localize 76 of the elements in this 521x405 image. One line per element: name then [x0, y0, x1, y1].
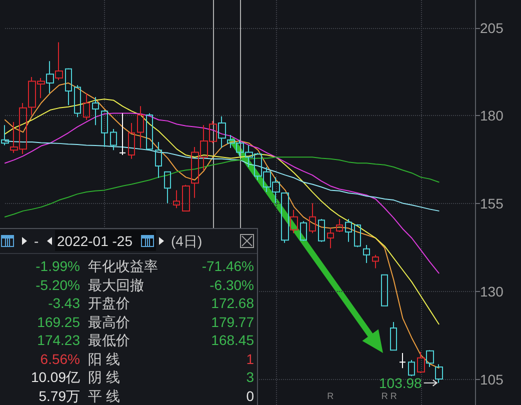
- y-tick-label: 180: [480, 108, 504, 124]
- candlestick: [318, 218, 325, 242]
- candlestick: [336, 218, 343, 233]
- annotation: 2022-01 -25: [57, 232, 133, 250]
- annotation: 172.68: [210, 295, 254, 312]
- candlestick: [119, 112, 126, 156]
- candlestick: [417, 351, 425, 374]
- line-series: [4, 112, 440, 274]
- candlestick: [101, 110, 108, 148]
- annotation: 阳 线: [88, 350, 120, 368]
- candlestick: [372, 254, 379, 269]
- annotation: -5.20%: [34, 276, 80, 294]
- annotation: R: [381, 391, 388, 401]
- candlestick: [327, 228, 334, 249]
- candlestick: [137, 106, 144, 149]
- annotation: -: [34, 232, 39, 250]
- annotation: 168.45: [210, 332, 254, 349]
- candlestick: [65, 68, 72, 106]
- line-series: [4, 82, 440, 369]
- annotation: 最大回撤: [88, 276, 144, 294]
- candlestick: [110, 128, 117, 151]
- annotation: 最低价: [88, 332, 130, 349]
- candlestick: [390, 322, 397, 351]
- candlestick: [218, 116, 226, 149]
- annotation: 0: [245, 388, 254, 404]
- candlestick: [345, 218, 352, 242]
- candlestick: [309, 202, 316, 234]
- annotation: 年化收益率: [88, 258, 158, 275]
- annotation: -1.99%: [34, 258, 80, 275]
- candlestick: [300, 220, 307, 242]
- candlestick: [173, 190, 180, 209]
- annotation: 5.79万: [38, 388, 80, 404]
- candlestick: [281, 192, 289, 244]
- candlestick: [83, 92, 90, 120]
- candlestick: [46, 60, 54, 94]
- annotation: 179.77: [210, 314, 254, 330]
- annotation: 3: [245, 369, 254, 386]
- annotation: R: [327, 391, 334, 401]
- annotation: 103.98: [379, 374, 422, 391]
- annotation: -71.46%: [202, 258, 254, 274]
- annotation: (4日): [171, 232, 202, 250]
- candlestick: [128, 122, 135, 160]
- annotation: 169.25: [36, 314, 80, 330]
- annotation: 最高价: [88, 314, 130, 330]
- line-series: [4, 140, 440, 212]
- candlestick: [55, 42, 63, 81]
- candlestick: [399, 352, 406, 369]
- candlestick: [155, 142, 162, 178]
- candlestick: [363, 244, 370, 264]
- candlestick: [164, 171, 171, 204]
- annotation: 开盘价: [88, 295, 130, 312]
- annotation: 174.23: [36, 332, 80, 349]
- line-series: [4, 156, 440, 218]
- annotation: 10.09亿: [30, 369, 80, 386]
- annotation: -3.43: [47, 295, 80, 312]
- annotation: 阴 线: [88, 369, 120, 386]
- annotation: 6.56%: [39, 350, 80, 368]
- y-tick-label: 155: [480, 196, 504, 212]
- candlestick: [408, 360, 415, 377]
- y-tick-label: 130: [480, 283, 504, 300]
- candlestick: [74, 84, 81, 118]
- candlestick: [1, 124, 9, 146]
- candlestick: [435, 364, 443, 384]
- annotation: R: [390, 391, 398, 401]
- candlestick: [354, 224, 361, 248]
- y-tick-label: 105: [480, 371, 504, 388]
- annotation: -6.30%: [208, 276, 254, 294]
- candlestick: [146, 112, 153, 151]
- candlestick: [290, 209, 298, 234]
- candlestick: [381, 274, 388, 306]
- y-tick-label: 205: [480, 20, 504, 36]
- annotation: 1: [245, 350, 254, 368]
- candlestick: [426, 350, 434, 368]
- annotation: 平 线: [88, 388, 120, 404]
- candlestick: [92, 96, 99, 126]
- candlestick: [182, 184, 190, 212]
